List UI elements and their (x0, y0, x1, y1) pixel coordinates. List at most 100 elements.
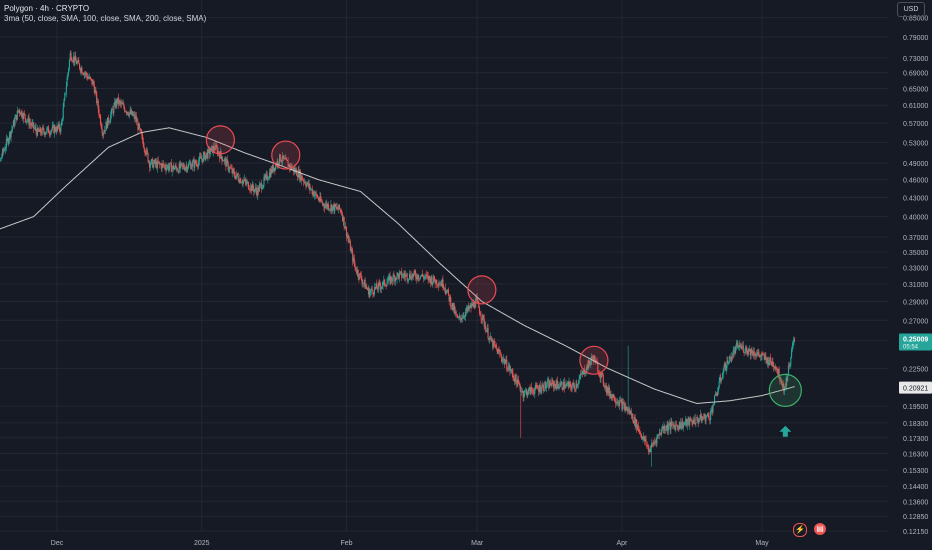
candle-body (29, 122, 31, 126)
candle-body (486, 328, 488, 331)
chart-legend: Polygon · 4h · CRYPTO 3ma (50, close, SM… (4, 4, 206, 24)
candle-body (740, 346, 742, 349)
candle-body (737, 342, 739, 348)
candle-body (524, 390, 526, 395)
candle-body (516, 380, 518, 387)
candle-body (437, 285, 439, 287)
candle-body (129, 110, 131, 113)
candle-body (513, 378, 516, 383)
candle-body (766, 357, 768, 364)
candle-body (182, 165, 184, 166)
candle-body (605, 385, 607, 393)
candle-body (376, 283, 378, 289)
candle-body (155, 161, 157, 164)
candle-body (116, 99, 118, 104)
candle-body (247, 182, 249, 183)
candle-body (212, 145, 214, 153)
candle-body (171, 167, 173, 172)
candle-body (286, 158, 288, 161)
candle-body (22, 117, 24, 119)
candle-body (654, 442, 656, 443)
arrow-up-icon (779, 425, 792, 437)
candle-body (41, 127, 43, 135)
candle-body (394, 276, 396, 282)
price-label-value: 0.25009 (903, 337, 928, 344)
candle-body (531, 390, 533, 391)
candle-body (350, 249, 352, 252)
calendar-icon[interactable]: ▤ (814, 523, 826, 535)
candle-body (198, 161, 200, 167)
candle-body (678, 421, 681, 430)
candle-body (307, 182, 309, 184)
candle-body (496, 348, 498, 355)
candle-body (369, 292, 371, 297)
candle-body (383, 279, 385, 282)
candle-body (121, 103, 123, 105)
candle-body (736, 342, 738, 345)
symbol-title[interactable]: Polygon · 4h · CRYPTO (4, 4, 90, 13)
candle-body (359, 273, 361, 279)
candle-body (724, 362, 726, 368)
candle-body (698, 420, 700, 423)
candle-body (334, 204, 336, 212)
candle-body (349, 241, 351, 242)
candle-body (664, 429, 667, 431)
candle-body (195, 163, 197, 165)
currency-button[interactable]: USD (897, 2, 925, 17)
candle-body (248, 188, 250, 190)
candle-body (317, 197, 319, 199)
candle-body (489, 336, 491, 338)
candle-body (696, 417, 698, 421)
lightning-icon[interactable]: ⚡ (793, 523, 807, 537)
candle-body (368, 288, 370, 297)
candle-body (540, 390, 542, 393)
candle-body (324, 205, 327, 209)
candle-body (199, 156, 201, 158)
candle-body (542, 384, 544, 387)
candle-body (532, 390, 534, 393)
candle-body (250, 185, 252, 190)
candle-body (140, 129, 142, 134)
candle-body (28, 117, 30, 126)
candle-body (725, 367, 727, 371)
candle-body (489, 337, 491, 340)
candle-body (403, 274, 405, 276)
y-tick-label: 0.40000 (903, 215, 928, 222)
candle-body (194, 160, 197, 164)
candle-body (458, 315, 460, 318)
candle-body (285, 158, 287, 160)
candle-body (660, 434, 662, 435)
candle-body (508, 365, 510, 368)
candle-body (23, 113, 25, 115)
candle-body (545, 385, 548, 388)
candle-body (513, 377, 515, 379)
candle-body (181, 163, 183, 166)
indicator-label[interactable]: 3ma (50, close, SMA, 100, close, SMA, 20… (4, 14, 207, 23)
candle-body (704, 414, 706, 422)
candle-body (236, 173, 238, 176)
candle-body (441, 279, 443, 287)
candle-body (503, 358, 505, 360)
candle-body (447, 289, 449, 295)
candle-body (82, 73, 84, 74)
candle-body (219, 151, 221, 159)
candle-body (217, 151, 219, 154)
candle-body (405, 274, 407, 277)
candle-body (361, 279, 363, 284)
x-tick-label: 2025 (194, 540, 210, 547)
candle-body (411, 274, 413, 280)
candle-body (115, 99, 117, 108)
candle-body (0, 158, 2, 159)
candle-body (566, 382, 569, 384)
candle-body (1, 156, 3, 159)
candle-body (130, 110, 132, 115)
candle-body (33, 128, 35, 129)
candle-body (594, 359, 597, 363)
candle-body (692, 418, 695, 424)
candle-body (3, 149, 5, 152)
candle-body (765, 355, 767, 359)
candle-body (47, 126, 49, 129)
candles (0, 50, 796, 467)
candle-body (72, 60, 74, 62)
